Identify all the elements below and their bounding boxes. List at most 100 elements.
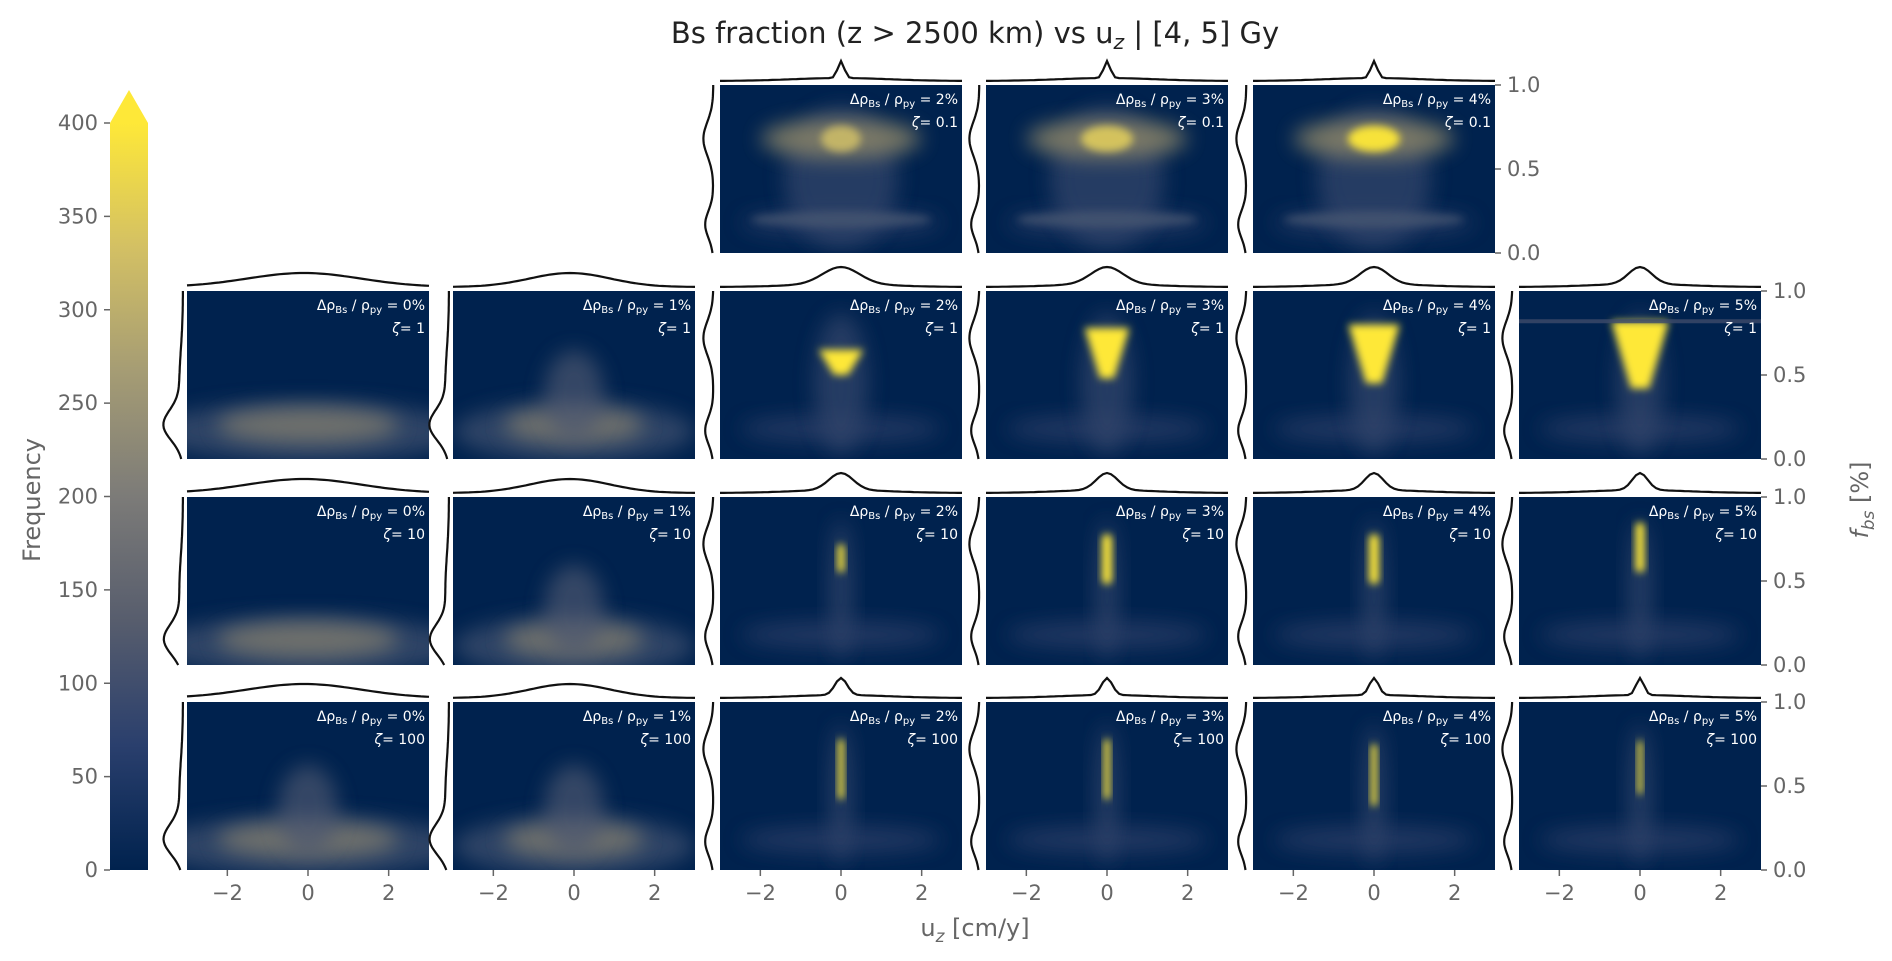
x-tick-label: 2 bbox=[648, 881, 661, 905]
x-tick-label: 2 bbox=[915, 881, 928, 905]
figure-title: Bs fraction (z > 2500 km) vs uz | [4, 5]… bbox=[671, 16, 1279, 54]
y-tick-label: 0.0 bbox=[1507, 241, 1540, 265]
x-tick-label: 0 bbox=[1100, 881, 1113, 905]
heatmap-panel: ΔρBs / ρpy = 3% ζ= 0.1 bbox=[968, 58, 1228, 254]
heatmap-panel: ΔρBs / ρpy = 4% ζ= 1 bbox=[1235, 265, 1495, 460]
panel-density-label: ΔρBs / ρpy = 0% bbox=[317, 504, 425, 522]
x-tick-label: 2 bbox=[382, 881, 395, 905]
panel-density bbox=[187, 401, 429, 459]
panel-zeta-label: ζ= 1 bbox=[1723, 321, 1757, 337]
y-marginal-curve bbox=[1235, 290, 1248, 460]
x-tick-label: 0 bbox=[1633, 881, 1646, 905]
y-marginal-curve bbox=[702, 496, 715, 666]
panel-density-label: ΔρBs / ρpy = 3% bbox=[1116, 709, 1224, 727]
panel-density-label: ΔρBs / ρpy = 5% bbox=[1649, 298, 1757, 316]
y-tick-label: 0.5 bbox=[1507, 157, 1540, 181]
panel-zeta-label: ζ= 10 bbox=[1714, 527, 1757, 543]
density-blob bbox=[278, 764, 338, 855]
x-marginal-curve bbox=[986, 471, 1228, 494]
density-core bbox=[1084, 327, 1130, 379]
y-marginal-curve bbox=[428, 291, 450, 460]
x-marginal-curve bbox=[1519, 265, 1761, 288]
x-tick-label: 0 bbox=[1367, 881, 1380, 905]
x-tick-label: −2 bbox=[1278, 881, 1309, 905]
density-blob bbox=[814, 313, 868, 454]
heatmap-panel: ΔρBs / ρpy = 3% ζ= 100 −2 0 2 bbox=[968, 676, 1228, 905]
panel-density bbox=[1274, 724, 1474, 865]
panel-zeta-label: ζ= 0.1 bbox=[1444, 115, 1491, 131]
panel-zeta-label: ζ= 100 bbox=[1439, 732, 1491, 748]
x-marginal-curve bbox=[1519, 471, 1761, 494]
y-marginal-curve bbox=[1235, 496, 1248, 666]
colorbar-extend-arrow bbox=[110, 90, 148, 123]
density-blob bbox=[217, 407, 399, 444]
panel-density-label: ΔρBs / ρpy = 3% bbox=[1116, 298, 1224, 316]
panel-density bbox=[1007, 107, 1207, 248]
x-tick-label: −2 bbox=[1544, 881, 1575, 905]
colorbar-tick-label: 100 bbox=[58, 671, 98, 695]
y-marginal-curve bbox=[968, 496, 981, 666]
heatmap-panel: ΔρBs / ρpy = 5% ζ= 10 0.0 0.5 1.0 bbox=[1501, 471, 1806, 677]
x-marginal-curve bbox=[720, 265, 962, 288]
panel-density-label: ΔρBs / ρpy = 3% bbox=[1116, 92, 1224, 110]
panel-zeta-label: ζ= 100 bbox=[639, 732, 691, 748]
panel-density bbox=[741, 313, 941, 454]
y-tick-label: 0.5 bbox=[1773, 363, 1806, 387]
heatmap-panel: ΔρBs / ρpy = 3% ζ= 10 bbox=[968, 471, 1228, 666]
panel-density bbox=[1540, 724, 1740, 865]
colorbar-tick-label: 300 bbox=[58, 298, 98, 322]
density-core bbox=[1081, 125, 1133, 152]
panel-zeta-label: ζ= 100 bbox=[373, 732, 425, 748]
panel-zeta-label: ζ= 10 bbox=[382, 527, 425, 543]
panel-density-label: ΔρBs / ρpy = 5% bbox=[1649, 504, 1757, 522]
density-core bbox=[1371, 744, 1377, 807]
heatmap-panel: ΔρBs / ρpy = 1% ζ= 1 bbox=[428, 271, 696, 460]
panel-density bbox=[1274, 519, 1474, 660]
x-marginal-curve bbox=[452, 682, 696, 699]
colorbar-tick-label: 250 bbox=[58, 391, 98, 415]
y-tick-label: 0.0 bbox=[1773, 653, 1806, 677]
panel-density-label: ΔρBs / ρpy = 0% bbox=[317, 298, 425, 316]
panel-density bbox=[1007, 724, 1207, 865]
x-marginal-curve bbox=[1253, 471, 1495, 494]
x-tick-label: −2 bbox=[212, 881, 243, 905]
colorbar-tick-label: 400 bbox=[58, 111, 98, 135]
panel-zeta-label: ζ= 1 bbox=[924, 321, 958, 337]
x-tick-label: 0 bbox=[834, 881, 847, 905]
panel-density bbox=[1519, 313, 1761, 454]
heatmap-panel: ΔρBs / ρpy = 3% ζ= 1 bbox=[968, 265, 1228, 460]
colorbar-gradient bbox=[110, 123, 148, 870]
colorbar-ticks: 0 50 100 150 200 250 300 350 400 bbox=[58, 111, 110, 882]
panel-density-label: ΔρBs / ρpy = 4% bbox=[1383, 92, 1491, 110]
density-blob bbox=[751, 211, 931, 228]
y-marginal-curve bbox=[968, 85, 981, 254]
y-marginal-curve bbox=[1501, 496, 1514, 666]
y-marginal-curve bbox=[162, 702, 184, 871]
density-core bbox=[1611, 321, 1669, 389]
density-core bbox=[1635, 522, 1645, 573]
x-marginal-curve bbox=[452, 477, 696, 494]
colorbar-tick-label: 0 bbox=[85, 858, 98, 882]
y-marginal-curve bbox=[968, 290, 981, 460]
x-tick-label: 2 bbox=[1181, 881, 1194, 905]
y-marginal-curve bbox=[162, 497, 184, 666]
heatmap-panel: ΔρBs / ρpy = 2% ζ= 100 −2 0 2 bbox=[702, 676, 962, 905]
density-core bbox=[1348, 125, 1400, 152]
panel-zeta-label: ζ= 1 bbox=[657, 321, 691, 337]
panel-density bbox=[1540, 519, 1740, 660]
density-blob bbox=[544, 350, 604, 441]
panel-zeta-label: ζ= 100 bbox=[906, 732, 958, 748]
y-marginal-curve bbox=[1501, 290, 1514, 460]
heatmap-panel: ΔρBs / ρpy = 0% ζ= 1 bbox=[162, 271, 430, 460]
density-blob bbox=[1628, 519, 1652, 660]
x-tick-label: −2 bbox=[745, 881, 776, 905]
heatmap-panel: ΔρBs / ρpy = 4% ζ= 100 −2 0 2 bbox=[1235, 676, 1495, 905]
panel-density-label: ΔρBs / ρpy = 5% bbox=[1649, 709, 1757, 727]
panel-zeta-label: ζ= 100 bbox=[1705, 732, 1757, 748]
panel-density-label: ΔρBs / ρpy = 2% bbox=[850, 504, 958, 522]
density-core bbox=[1348, 324, 1400, 384]
density-blob bbox=[1017, 211, 1197, 228]
density-core bbox=[838, 738, 844, 800]
x-marginal-curve bbox=[720, 676, 962, 700]
